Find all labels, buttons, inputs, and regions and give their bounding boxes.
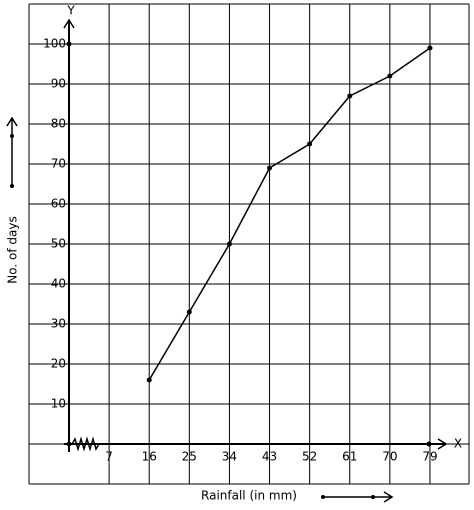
point: [427, 45, 433, 51]
y-tick-label: 80: [51, 117, 66, 131]
x-tick-label: 34: [222, 450, 237, 464]
x-tick-label: 16: [142, 450, 157, 464]
y-tick-label: 100: [43, 37, 66, 51]
x-tick-label: 79: [422, 450, 437, 464]
y-arrow: [63, 18, 75, 29]
x-tick-label: 52: [302, 450, 317, 464]
x-tick-label: 7: [105, 450, 113, 464]
y-tick-label: 50: [51, 237, 66, 251]
x-arrow: [437, 438, 448, 450]
point: [347, 93, 353, 99]
y-tick-label: 70: [51, 157, 66, 171]
y-axis-label: No. of days: [6, 216, 20, 283]
y-tick-label: 20: [51, 357, 66, 371]
point: [146, 377, 152, 383]
y-label-arrow: [6, 116, 18, 188]
origin-dot: [66, 441, 72, 447]
y-tick-label: 30: [51, 317, 66, 331]
y-tick-label: 40: [51, 277, 66, 291]
x-tick-label: 43: [262, 450, 277, 464]
x-tick-label: 25: [182, 450, 197, 464]
x-axis-label: Rainfall (in mm): [201, 489, 297, 503]
line: [148, 47, 431, 381]
y-axis-letter: Y: [66, 4, 75, 18]
axis-dot: [426, 441, 432, 447]
axis-break: [71, 436, 100, 452]
point: [226, 241, 232, 247]
y-tick-label: 90: [51, 77, 66, 91]
y-tick-label: 60: [51, 197, 66, 211]
point: [186, 309, 192, 315]
x-tick-label: 61: [342, 450, 357, 464]
y-tick-label: 10: [51, 397, 66, 411]
point: [307, 141, 313, 147]
x-axis-letter: X: [454, 437, 462, 451]
x-label-arrow: [321, 491, 394, 503]
point: [387, 73, 393, 79]
x-tick-label: 70: [382, 450, 397, 464]
point: [267, 165, 273, 171]
